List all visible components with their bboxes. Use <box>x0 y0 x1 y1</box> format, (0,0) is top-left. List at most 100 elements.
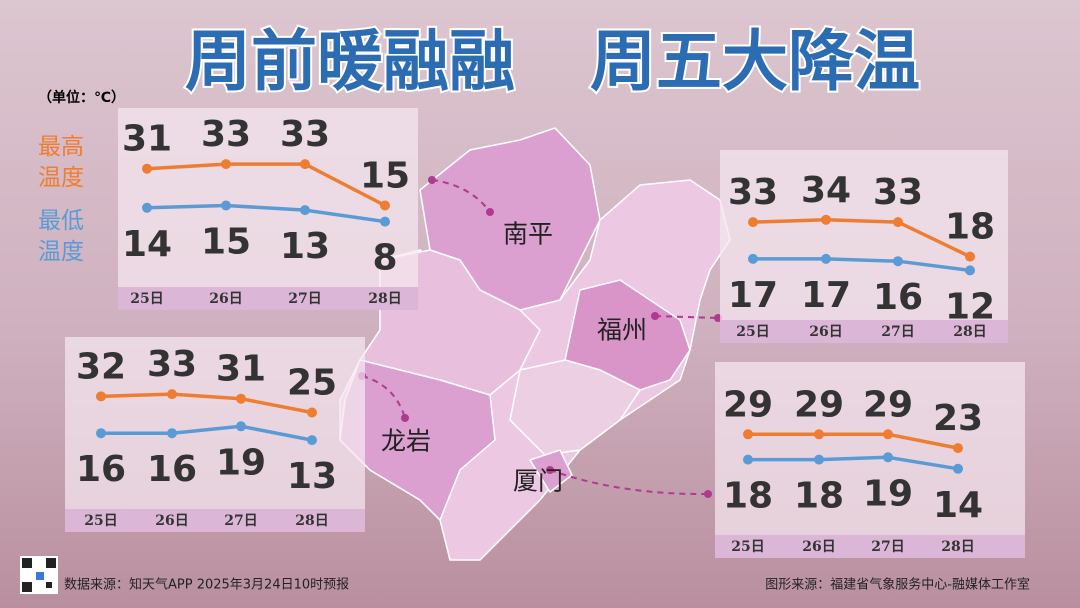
value-label: 13 <box>280 226 330 267</box>
point <box>307 407 317 418</box>
value-label: 12 <box>945 286 995 327</box>
point <box>300 159 310 170</box>
value-label: 34 <box>801 170 851 211</box>
point <box>743 429 753 440</box>
value-label: 15 <box>360 156 410 197</box>
point <box>821 214 831 225</box>
value-label: 17 <box>801 275 851 316</box>
x-tick-label: 25日 <box>84 513 117 529</box>
point <box>883 429 893 440</box>
point <box>953 463 963 474</box>
point <box>167 389 177 400</box>
date-strip <box>118 287 418 310</box>
x-tick-label: 28日 <box>295 513 328 529</box>
qr <box>20 556 58 594</box>
point <box>221 200 231 211</box>
series-line <box>100 392 313 415</box>
point <box>307 435 317 446</box>
qr-part <box>22 558 32 568</box>
line-chart: 25日 26日 27日 28日 29 29 29 23 18 18 19 14 <box>715 362 1025 558</box>
value-label: 31 <box>216 349 266 390</box>
series-line <box>753 257 971 273</box>
point <box>743 454 753 465</box>
credit: 图形来源：福建省气象服务中心-融媒体工作室 <box>765 577 1030 593</box>
city-label: 福州 <box>597 316 647 345</box>
point <box>893 217 903 228</box>
x-tick-label: 26日 <box>809 324 842 340</box>
value-label: 16 <box>76 449 126 490</box>
connectors <box>361 179 719 496</box>
date-strip <box>65 509 365 532</box>
value-label: 33 <box>201 114 251 155</box>
point <box>236 393 246 404</box>
point <box>380 200 390 211</box>
series-line <box>146 162 386 208</box>
value-label: 31 <box>122 119 172 160</box>
value-label: 16 <box>147 449 197 490</box>
value-label: 14 <box>933 485 983 526</box>
series-line <box>752 218 971 259</box>
title-right: 周五大降温 <box>590 23 920 100</box>
dot <box>428 176 436 184</box>
connector <box>431 179 491 213</box>
value-label: 25 <box>287 363 337 404</box>
x-tick-label: 28日 <box>941 539 974 555</box>
title-left: 周前暖融融 <box>185 23 515 100</box>
point <box>953 443 963 454</box>
date-strip <box>720 320 1008 343</box>
qr-part <box>46 558 56 568</box>
point <box>893 256 903 267</box>
value-label: 33 <box>147 344 197 385</box>
value-label: 23 <box>933 398 983 439</box>
date-strip <box>715 535 1025 558</box>
point <box>142 163 152 174</box>
connector <box>549 469 709 496</box>
line-chart: 25日 26日 27日 28日 31 33 33 15 14 15 13 8 <box>118 108 418 310</box>
value-label: 29 <box>723 384 773 425</box>
city-label: 厦门 <box>513 467 563 496</box>
value-label: 33 <box>280 114 330 155</box>
value-label: 13 <box>287 456 337 497</box>
value-label: 8 <box>372 238 397 279</box>
line-chart: 25日 26日 27日 28日 32 33 31 25 16 16 19 13 <box>65 337 365 532</box>
qr-part <box>22 582 32 592</box>
dot <box>704 490 712 498</box>
x-tick-label: 26日 <box>155 513 188 529</box>
x-tick-label: 27日 <box>881 324 914 340</box>
point <box>236 421 246 432</box>
point <box>221 159 231 170</box>
dot <box>546 466 554 474</box>
value-label: 19 <box>863 473 913 514</box>
series-line <box>146 203 386 224</box>
x-tick-label: 25日 <box>130 291 163 307</box>
series-line <box>748 432 959 450</box>
x-tick-label: 27日 <box>871 539 904 555</box>
legend-low: 最低温度 <box>38 208 84 265</box>
value-label: 18 <box>723 476 773 517</box>
point <box>965 265 975 276</box>
point <box>883 452 893 463</box>
connector <box>361 375 406 419</box>
point <box>300 205 310 216</box>
value-label: 14 <box>122 224 172 265</box>
series-line <box>748 455 959 471</box>
dot <box>486 208 494 216</box>
x-tick-label: 28日 <box>368 291 401 307</box>
x-tick-label: 26日 <box>802 539 835 555</box>
value-label: 17 <box>728 275 778 316</box>
x-tick-label: 26日 <box>209 291 242 307</box>
point <box>748 217 758 228</box>
value-label: 33 <box>728 172 778 213</box>
city-label: 龙岩 <box>381 427 431 456</box>
chart-box <box>720 150 1008 343</box>
value-label: 33 <box>873 172 923 213</box>
x-tick-label: 27日 <box>224 513 257 529</box>
point <box>814 429 824 440</box>
point <box>821 253 831 264</box>
city-label: 南平 <box>503 220 553 249</box>
x-tick-label: 28日 <box>953 324 986 340</box>
point <box>748 253 758 264</box>
dot <box>651 312 659 320</box>
